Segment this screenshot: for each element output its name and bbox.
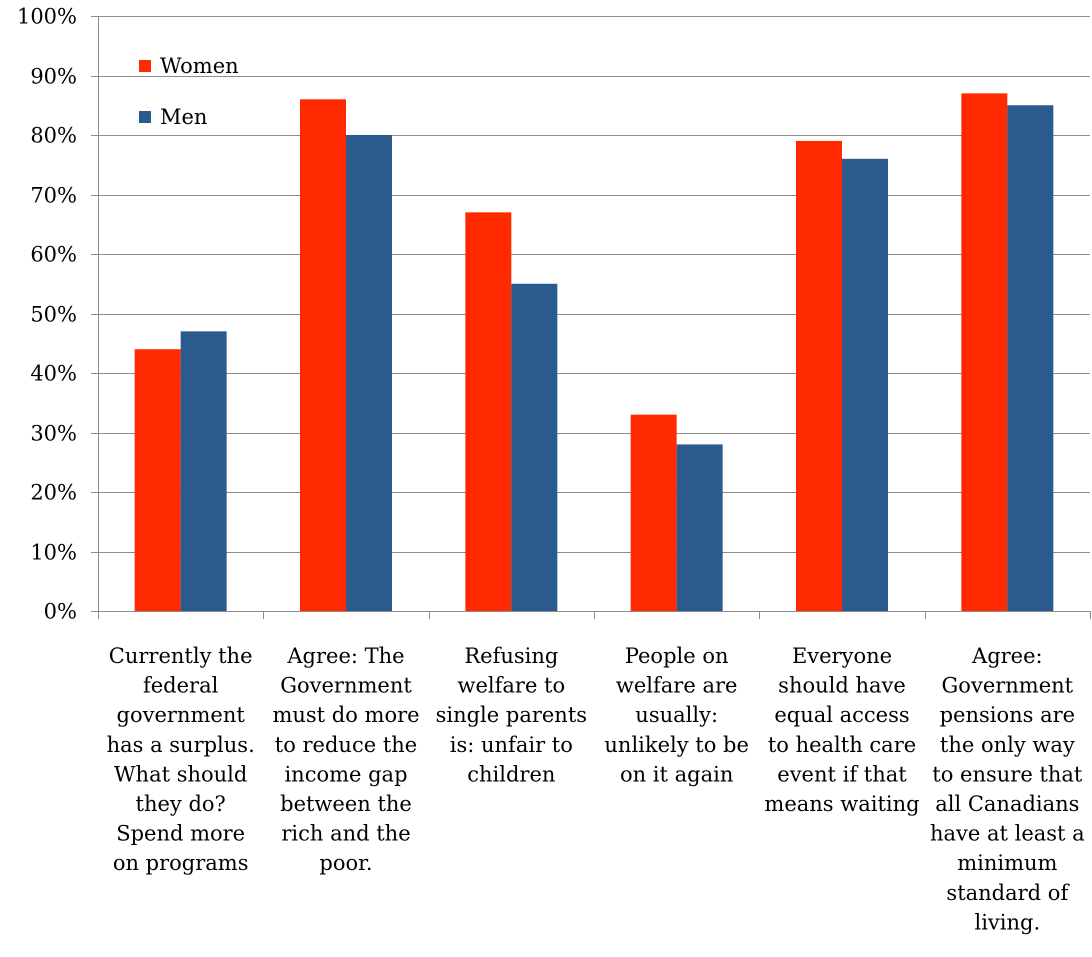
bars [134, 93, 1054, 612]
category-label-3: Refusing welfare to single parents is: unfa… [436, 644, 587, 786]
category-label-line: on programs [113, 851, 249, 875]
bar-women-4 [630, 414, 677, 611]
category-label-line: living. [975, 910, 1041, 934]
category-label-line: Everyone [792, 644, 892, 668]
category-label-line: on it again [620, 762, 733, 786]
category-label-1: Currently the federal government has a surp… [107, 644, 255, 875]
y-tick-label-50: 50% [30, 303, 77, 327]
bar-women-6 [961, 93, 1008, 612]
gridlines [98, 16, 1090, 553]
category-label-line: Government [942, 674, 1074, 698]
category-label-line: the only way [940, 733, 1075, 757]
bar-women-2 [300, 99, 346, 612]
category-label-line: Refusing [464, 644, 558, 668]
y-tick-label-20: 20% [30, 481, 77, 505]
bar-men-1 [180, 331, 227, 611]
category-label-line: has a surplus. [107, 733, 255, 757]
bar-men-4 [676, 444, 723, 611]
y-axis-ticks: 0% 10% 20% 30% 40% 50% 60% 70% 80% 90% 100% [17, 5, 98, 624]
category-label-line: usually: [635, 703, 718, 727]
category-label-line: income gap [284, 762, 407, 786]
legend: Women Men [139, 54, 239, 129]
category-label-line: welfare are [616, 674, 738, 698]
legend-label-women: Women [160, 54, 239, 78]
category-label-line: welfare to [458, 674, 566, 698]
category-label-line: What should [114, 762, 247, 786]
bar-men-2 [346, 135, 392, 611]
category-label-line: should have [778, 674, 906, 698]
category-label-line: unlikely to be [604, 733, 749, 757]
category-label-line: Agree: [971, 644, 1043, 668]
category-label-line: between the [280, 792, 412, 816]
category-label-4: People on welfare are usually: unlikely to … [604, 644, 749, 786]
category-label-line: government [117, 703, 246, 727]
category-label-5: Everyone should have equal access to health… [764, 644, 919, 816]
bar-men-6 [1007, 105, 1054, 611]
legend-swatch-men [139, 111, 151, 123]
y-tick-label-10: 10% [30, 541, 77, 565]
category-labels: Currently the federal government has a surp… [107, 644, 1085, 934]
category-label-line: poor. [319, 851, 372, 875]
category-label-line: all Canadians [935, 792, 1079, 816]
category-label-line: they do? [136, 792, 226, 816]
category-label-line: federal [143, 674, 219, 698]
category-label-line: Currently the [109, 644, 253, 668]
y-tick-label-40: 40% [30, 362, 77, 386]
bar-men-3 [511, 283, 558, 611]
y-tick-label-30: 30% [30, 422, 77, 446]
y-tick-label-100: 100% [17, 5, 77, 29]
category-label-line: event if that [777, 762, 907, 786]
category-label-line: standard of [946, 881, 1070, 905]
category-label-line: equal access [774, 703, 909, 727]
category-label-line: to ensure that [932, 762, 1083, 786]
category-label-line: to reduce the [275, 733, 417, 757]
y-tick-label-60: 60% [30, 243, 77, 267]
bar-women-3 [465, 212, 512, 611]
y-tick-label-0: 0% [44, 600, 77, 624]
category-label-line: is: unfair to [450, 733, 573, 757]
bar-women-5 [796, 140, 842, 611]
category-label-line: rich and the [281, 822, 410, 846]
category-label-2: Agree: The Government must do more to reduc… [272, 644, 419, 875]
category-label-line: children [467, 762, 555, 786]
category-label-line: must do more [272, 703, 419, 727]
bar-men-5 [842, 158, 888, 612]
category-label-line: Spend more [116, 822, 245, 846]
category-label-line: pensions are [940, 703, 1076, 727]
category-label-line: to health care [768, 733, 916, 757]
category-label-line: Government [280, 674, 412, 698]
bar-women-1 [134, 349, 181, 611]
y-tick-label-70: 70% [30, 184, 77, 208]
axes [98, 16, 1091, 619]
category-label-line: People on [625, 644, 729, 668]
legend-swatch-women [139, 60, 151, 72]
category-label-line: means waiting [764, 792, 919, 816]
category-label-line: Agree: The [286, 644, 404, 668]
legend-label-men: Men [160, 105, 207, 129]
category-label-line: have at least a [930, 822, 1085, 846]
category-label-line: minimum [957, 851, 1057, 875]
y-tick-label-80: 80% [30, 124, 77, 148]
category-label-6: Agree: Government pensions are the only way… [930, 644, 1085, 934]
y-tick-label-90: 90% [30, 65, 77, 89]
category-label-line: single parents [436, 703, 587, 727]
